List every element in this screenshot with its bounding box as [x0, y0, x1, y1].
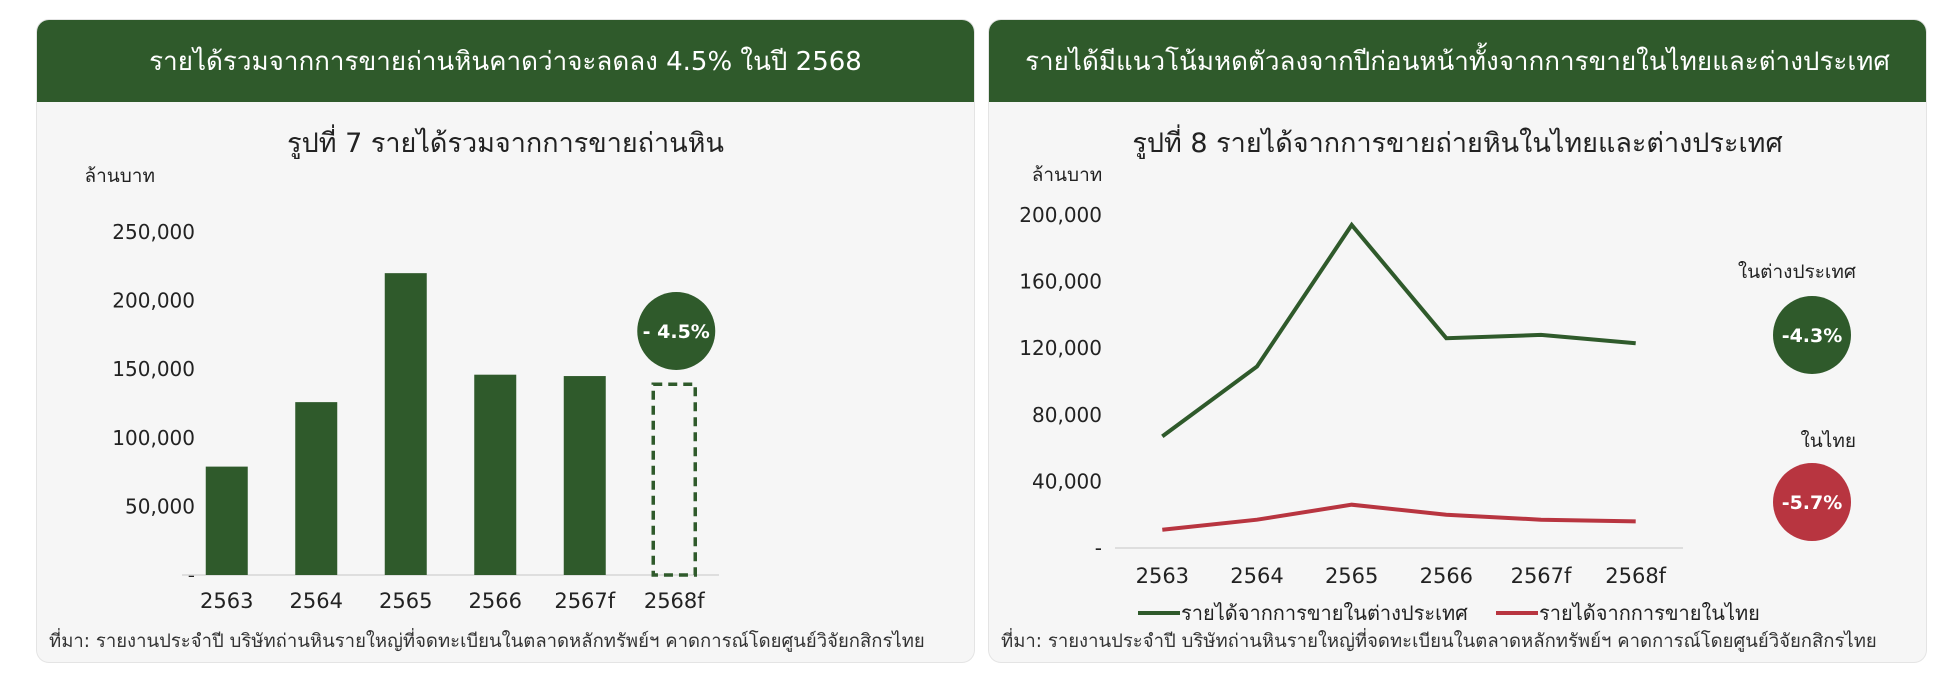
y-tick-label: 150,000 [112, 357, 195, 381]
y-tick-label: - [1095, 536, 1102, 560]
series-line [1161, 221, 1636, 439]
x-tick-label: 2566 [469, 589, 522, 613]
bar [384, 273, 427, 575]
y-tick-label: 40,000 [1032, 469, 1102, 493]
line-chart: ล้านบาท - 40,000 80,000 120,000 160,000 200,00… [1019, 164, 1856, 625]
x-tick-label: 2564 [290, 589, 343, 613]
x-tick-label: 2568f [1605, 564, 1666, 588]
chart-title: รูปที่ 7 รายได้รวมจากการขายถ่านหิน [287, 128, 724, 159]
x-tick-label: 2563 [200, 589, 253, 613]
series-end-label: ในไทย [1801, 430, 1856, 452]
chart-panel-revenue-total: รายได้รวมจากการขายถ่านหินคาดว่าจะลดลง 4.… [37, 20, 974, 662]
y-tick-label: 250,000 [112, 220, 195, 244]
panel-banner: รายได้มีแนวโน้มหดตัวลงจากปีก่อนหน้าทั้งจ… [989, 20, 1926, 102]
change-badge-circle [1773, 463, 1851, 541]
y-tick-label: 200,000 [112, 289, 195, 313]
y-tick-label: 50,000 [125, 494, 195, 518]
legend-label: รายได้จากการขายในไทย [1539, 601, 1760, 625]
x-tick-label: 2565 [1325, 564, 1378, 588]
source-note: ที่มา: รายงานประจำปี บริษัทถ่านหินรายใหญ… [49, 631, 925, 652]
chart-panel-revenue-split: รายได้มีแนวโน้มหดตัวลงจากปีก่อนหน้าทั้งจ… [989, 20, 1926, 662]
y-tick-label: 160,000 [1019, 270, 1102, 294]
chart-title: รูปที่ 8 รายได้จากการขายถ่ายหินในไทยและต… [1132, 128, 1783, 159]
x-tick-label: 2566 [1420, 564, 1473, 588]
y-axis-label: ล้านบาท [84, 165, 155, 187]
y-tick-label: 200,000 [1019, 203, 1102, 227]
bar [295, 402, 338, 575]
change-badge-label: -4.3% [1782, 325, 1843, 347]
x-tick-label: 2563 [1136, 564, 1189, 588]
panel-banner: รายได้รวมจากการขายถ่านหินคาดว่าจะลดลง 4.… [37, 20, 974, 102]
source-note: ที่มา: รายงานประจำปี บริษัทถ่านหินรายใหญ… [1001, 631, 1877, 652]
change-badge-label: -5.7% [1782, 492, 1843, 514]
series-end-label: ในต่างประเทศ [1738, 261, 1856, 283]
bar [205, 466, 248, 575]
x-tick-label: 2565 [379, 589, 432, 613]
bar-chart: ล้านบาท-50,000100,000150,000200,000250,0… [84, 165, 719, 613]
x-tick-label: 2568f [644, 589, 705, 613]
x-tick-label: 2564 [1230, 564, 1283, 588]
x-tick-label: 2567f [1511, 564, 1572, 588]
bar-forecast [651, 382, 697, 577]
bar [474, 374, 517, 575]
change-badge-label: - 4.5% [643, 321, 710, 343]
y-tick-label: 120,000 [1019, 336, 1102, 360]
bar [563, 376, 606, 575]
y-axis-label: ล้านบาท [1032, 164, 1103, 186]
legend-label: รายได้จากการขายในต่างประเทศ [1181, 601, 1468, 625]
series-line [1162, 502, 1636, 532]
change-badge-circle [637, 292, 716, 370]
change-badge-circle [1773, 296, 1851, 374]
y-tick-label: 100,000 [112, 426, 195, 450]
y-tick-label: 80,000 [1032, 403, 1102, 427]
x-tick-label: 2567f [554, 589, 615, 613]
